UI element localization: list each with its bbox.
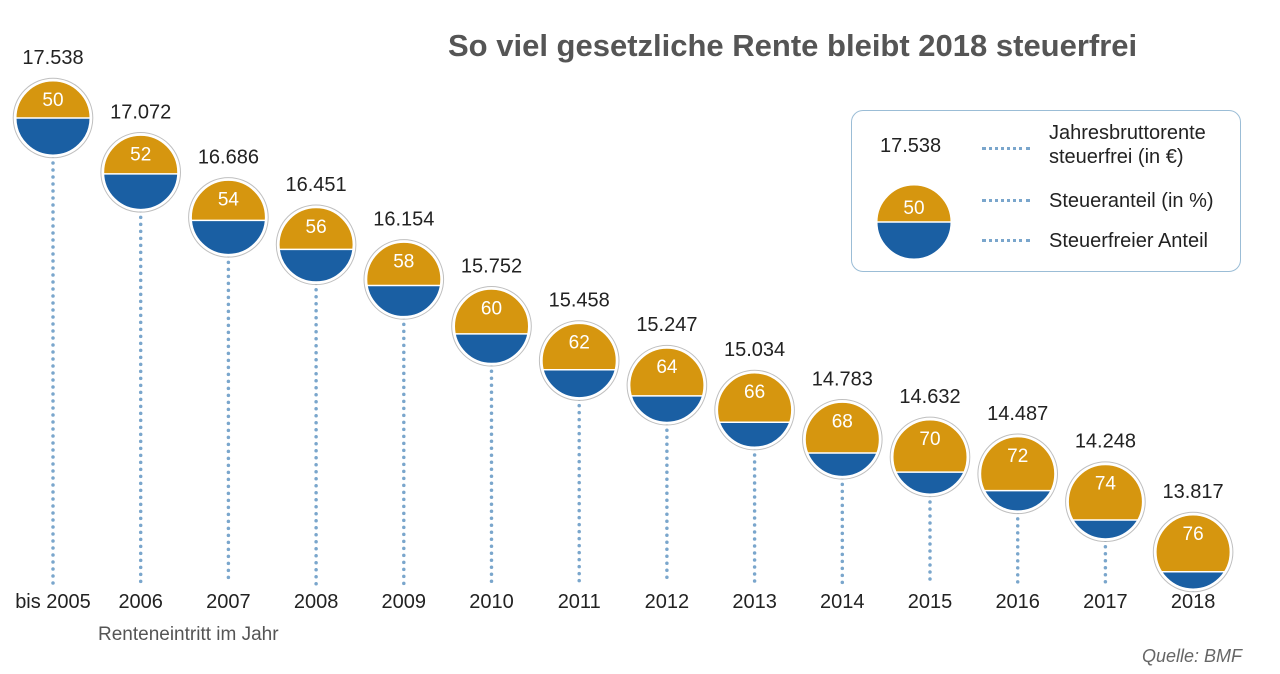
chart-title: So viel gesetzliche Rente bleibt 2018 st… xyxy=(448,28,1138,63)
disc-shadow-ring xyxy=(802,399,883,480)
value-label: 16.451 xyxy=(286,174,347,196)
disc-shadow-ring xyxy=(1065,461,1146,543)
percent-label: 64 xyxy=(656,357,678,378)
legend-label-free: Steuerfreier Anteil xyxy=(1049,230,1208,252)
x-tick-label: 2018 xyxy=(1171,591,1216,613)
disc-bottom-part xyxy=(365,285,442,318)
disc-bottom-part xyxy=(628,395,705,424)
disc-bottom-part xyxy=(453,333,530,365)
disc-shadow-ring xyxy=(188,177,269,258)
percent-label: 62 xyxy=(569,333,590,354)
percent-label: 60 xyxy=(481,298,502,319)
disc-shadow-ring xyxy=(12,77,94,159)
x-tick-label: 2006 xyxy=(118,591,163,613)
percent-label: 56 xyxy=(306,217,327,238)
value-label: 14.248 xyxy=(1075,431,1136,453)
disc-ring xyxy=(188,177,268,257)
disc-ring xyxy=(978,434,1058,514)
legend-connector-dots xyxy=(982,199,1030,202)
value-label: 14.632 xyxy=(899,386,960,408)
value-label: 16.686 xyxy=(198,146,259,168)
disc-ring xyxy=(364,239,444,319)
value-label: 13.817 xyxy=(1163,481,1224,503)
value-label: 15.247 xyxy=(636,314,697,336)
disc-bottom-part xyxy=(278,249,355,283)
disc-ring xyxy=(1065,462,1145,542)
value-label: 14.487 xyxy=(987,403,1048,425)
percent-label: 54 xyxy=(218,189,240,210)
x-tick-label: 2017 xyxy=(1083,591,1128,613)
x-tick-label: 2014 xyxy=(820,591,865,613)
x-tick-label: 2008 xyxy=(294,591,339,613)
disc-shadow-ring xyxy=(626,344,708,426)
legend-label-percent: Steueranteil (in %) xyxy=(1049,190,1214,212)
disc-shadow-ring xyxy=(714,369,795,451)
percent-label: 76 xyxy=(1183,524,1204,545)
legend-connector-dots xyxy=(982,239,1030,242)
x-tick-label: 2009 xyxy=(382,591,427,613)
disc-shadow-ring xyxy=(275,204,357,286)
disc-ring xyxy=(1153,512,1233,592)
legend-disc-percent: 50 xyxy=(903,198,924,219)
disc-ring xyxy=(890,417,970,497)
legend-disc: 50 xyxy=(874,182,954,262)
legend-label-value: Jahresbruttorente steuerfrei (in €) xyxy=(1049,121,1206,169)
x-tick-label: 2015 xyxy=(908,591,953,613)
disc-shadow-ring xyxy=(451,286,532,367)
disc-ring xyxy=(101,132,181,212)
legend-label-value-line2: steuerfrei (in €) xyxy=(1049,146,1184,168)
x-tick-label: 2013 xyxy=(732,591,777,613)
percent-label: 74 xyxy=(1095,474,1117,495)
percent-label: 66 xyxy=(744,382,765,403)
disc-bottom-part xyxy=(15,118,91,156)
x-axis-title: Renteneintritt im Jahr xyxy=(98,624,279,645)
disc-bottom-part xyxy=(541,369,618,399)
value-label: 14.783 xyxy=(812,368,873,390)
x-tick-label: 2007 xyxy=(206,591,251,613)
value-label: 17.072 xyxy=(110,101,171,123)
x-tick-label: bis 2005 xyxy=(15,591,91,613)
disc-shadow-ring xyxy=(889,416,971,498)
source-note: Quelle: BMF xyxy=(1141,646,1242,666)
x-tick-label: 2012 xyxy=(645,591,690,613)
percent-label: 70 xyxy=(919,429,940,450)
x-tick-label: 2016 xyxy=(995,591,1040,613)
value-label: 17.538 xyxy=(22,47,83,69)
value-label: 15.458 xyxy=(549,290,610,312)
legend-disc-bottom xyxy=(876,222,952,260)
value-label: 15.034 xyxy=(724,339,785,361)
value-label: 15.752 xyxy=(461,255,522,277)
disc-bottom-part xyxy=(190,220,267,256)
percent-label: 52 xyxy=(130,144,151,165)
disc-ring xyxy=(627,345,707,425)
disc-shadow-ring xyxy=(977,433,1059,515)
disc-shadow-ring xyxy=(100,132,181,213)
disc-shadow-ring xyxy=(1152,511,1234,593)
disc-ring xyxy=(715,370,795,450)
x-tick-label: 2010 xyxy=(469,591,514,613)
legend-value-sample: 17.538 xyxy=(880,135,942,157)
percent-label: 72 xyxy=(1007,446,1028,467)
value-label: 16.154 xyxy=(373,208,434,230)
disc-shadow-ring xyxy=(538,320,620,401)
percent-label: 50 xyxy=(42,90,63,111)
disc-ring xyxy=(539,321,619,401)
disc-ring xyxy=(452,286,531,366)
percent-label: 58 xyxy=(393,251,414,272)
disc-ring xyxy=(13,78,93,158)
disc-shadow-ring xyxy=(363,239,445,320)
percent-label: 68 xyxy=(832,411,853,432)
disc-bottom-part xyxy=(102,173,179,211)
legend-connector-dots xyxy=(982,147,1030,150)
x-tick-label: 2011 xyxy=(558,591,601,613)
disc-ring xyxy=(802,399,882,479)
legend-label-value-line1: Jahresbruttorente xyxy=(1049,122,1206,144)
legend: 17.538 Jahresbruttorente steuerfrei (in … xyxy=(851,110,1241,272)
disc-ring xyxy=(276,205,356,285)
